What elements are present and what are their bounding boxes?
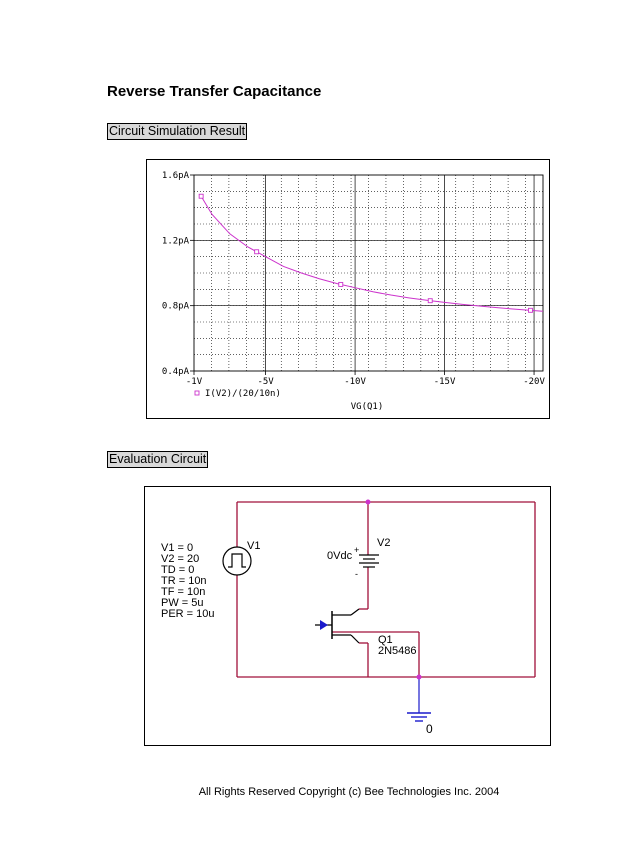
v1-source-symbol	[222, 546, 252, 576]
x-tick-label: -10V	[344, 377, 366, 387]
circuit-wires	[236, 501, 536, 678]
series-marker	[198, 193, 204, 199]
series-marker	[427, 298, 433, 304]
y-tick-label: 1.6pA	[162, 171, 190, 181]
page-title: Reverse Transfer Capacitance	[107, 83, 322, 100]
legend-entry: I(V2)/(20/10n)	[205, 389, 281, 399]
junction-node	[365, 499, 371, 505]
ground-label: 0	[426, 722, 433, 736]
simulation-chart-frame: 1.6pA 1.2pA 0.8pA 0.4pA -1V -5V -10V -15V -20V I(…	[146, 159, 550, 419]
v1-label: V1	[247, 540, 260, 552]
pulse-icon	[228, 553, 246, 568]
v2-battery-symbol	[359, 554, 379, 568]
v1-param: PER = 10u	[161, 608, 215, 620]
y-tick-label: 1.2pA	[162, 236, 190, 246]
junction-node	[416, 674, 422, 680]
series-marker	[338, 281, 344, 287]
x-tick-label: -15V	[434, 377, 456, 387]
x-tick-label: -1V	[186, 377, 203, 387]
v2-label: V2	[377, 537, 390, 549]
v2-plus-sign: +	[354, 545, 359, 555]
simulation-chart: 1.6pA 1.2pA 0.8pA 0.4pA-1V -5V -10V -15V -20V I(…	[162, 171, 546, 412]
v1-param: TF = 10n	[161, 586, 205, 598]
series-line	[200, 195, 544, 312]
v2-value: 0Vdc	[327, 550, 353, 562]
y-tick-label: 0.4pA	[162, 367, 190, 377]
v1-parameters: V1 = 0 V2 = 20 TD = 0 TR = 10n TF = 10n …	[161, 542, 215, 620]
copyright-footer: All Rights Reserved Copyright (c) Bee Te…	[198, 786, 500, 798]
plot-area-border	[193, 174, 544, 372]
y-tick-label: 0.8pA	[162, 302, 190, 312]
q1-part: 2N5486	[378, 645, 417, 657]
x-tick-label: -20V	[523, 377, 545, 387]
section-label-evaluation: Evaluation Circuit	[107, 451, 209, 468]
v2-minus-sign: -	[355, 569, 358, 579]
x-tick-label: -5V	[257, 377, 274, 387]
x-axis-label: VG(Q1)	[351, 402, 384, 412]
q1-jfet-symbol	[315, 608, 360, 644]
v1-param: V2 = 20	[161, 553, 199, 565]
v1-param: V1 = 0	[161, 542, 193, 554]
gate-arrow-icon	[320, 620, 328, 630]
series-marker	[254, 249, 260, 255]
v1-param: TR = 10n	[161, 575, 207, 587]
series-marker	[528, 307, 533, 313]
q1-label: Q1	[378, 634, 393, 646]
legend-marker-icon	[194, 390, 200, 396]
evaluation-circuit-frame: V1 V1 = 0 V2 = 20 TD = 0 TR = 10n TF = 1…	[144, 486, 551, 746]
v1-param: TD = 0	[161, 564, 194, 576]
section-label-simulation: Circuit Simulation Result	[107, 123, 248, 140]
ground-symbol	[407, 679, 431, 722]
v1-param: PW = 5u	[161, 597, 204, 609]
evaluation-circuit: V1 V1 = 0 V2 = 20 TD = 0 TR = 10n TF = 1…	[161, 499, 536, 736]
